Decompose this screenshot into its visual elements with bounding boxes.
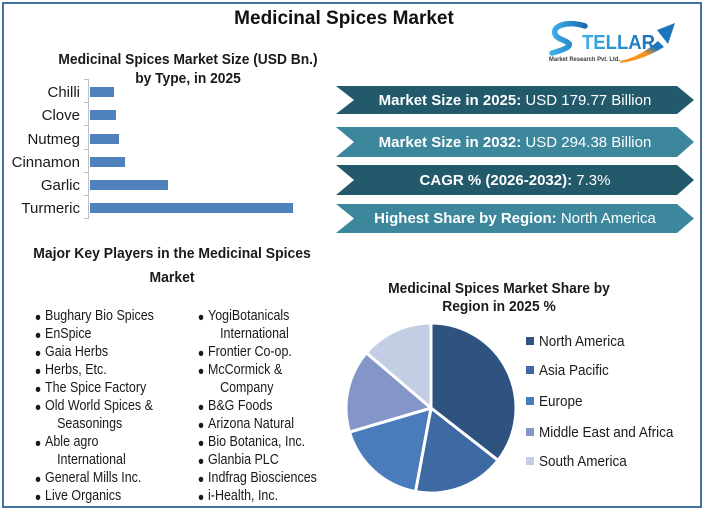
svg-text:Market Research Pvt. Ltd.: Market Research Pvt. Ltd. <box>549 56 620 63</box>
svg-text:TELLAR: TELLAR <box>582 32 656 54</box>
